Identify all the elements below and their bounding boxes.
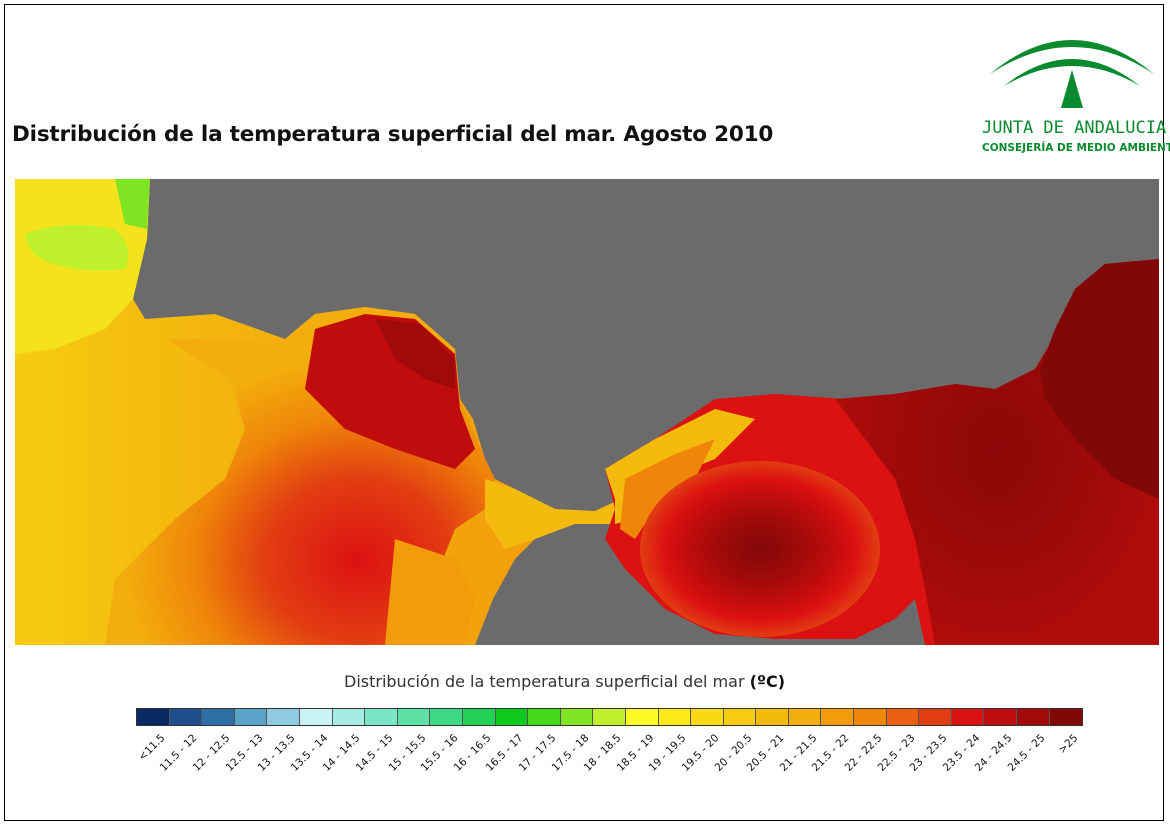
legend-label: >25: [1055, 732, 1081, 757]
legend-labels: <11.5 11.5 - 12 12 - 12.5 12.5 - 13 13 - 13.…: [136, 732, 1116, 812]
legend-swatch: [495, 709, 529, 725]
legend-swatch: [658, 709, 692, 725]
legend-swatch: [560, 709, 594, 725]
legend-swatch: [169, 709, 203, 725]
legend-swatch: [528, 709, 561, 725]
legend-swatch: [625, 709, 659, 725]
legend-swatch: [788, 709, 822, 725]
legend-colorbar: [136, 708, 1084, 726]
legend-swatch: [886, 709, 920, 725]
legend-title-text: Distribución de la temperatura superfici…: [344, 672, 745, 691]
legend-swatch: [202, 709, 235, 725]
legend-swatch: [821, 709, 855, 725]
legend-swatch: [365, 709, 398, 725]
legend-swatch: [756, 709, 789, 725]
legend-title: Distribución de la temperatura superfici…: [344, 672, 785, 691]
legend-swatch: [984, 709, 1018, 725]
map-title: Distribución de la temperatura superfici…: [12, 122, 774, 147]
legend-swatch: [691, 709, 724, 725]
sea-temperature-map: [15, 179, 1159, 645]
legend-unit: (ºC): [749, 672, 786, 691]
legend-swatch: [919, 709, 952, 725]
legend-swatch: [593, 709, 626, 725]
legend-swatch: [430, 709, 463, 725]
junta-emblem-icon: [990, 40, 1154, 108]
legend-swatch: [462, 709, 496, 725]
legend-swatch: [723, 709, 757, 725]
legend-swatch: [397, 709, 431, 725]
legend-swatch: [137, 709, 170, 725]
legend-swatch: [234, 709, 268, 725]
legend-swatch: [1017, 709, 1050, 725]
legend-swatch: [854, 709, 887, 725]
legend-swatch: [1049, 709, 1083, 725]
logo-name: JUNTA DE ANDALUCIA: [982, 118, 1167, 138]
legend-swatch: [951, 709, 985, 725]
logo-subtitle: CONSEJERÍA DE MEDIO AMBIENTE: [982, 142, 1170, 154]
legend-swatch: [299, 709, 333, 725]
figure-frame: [4, 4, 1164, 821]
legend-swatch: [267, 709, 300, 725]
junta-logo: JUNTA DE ANDALUCIA CONSEJERÍA DE MEDIO A…: [982, 14, 1170, 164]
legend-swatch: [332, 709, 366, 725]
